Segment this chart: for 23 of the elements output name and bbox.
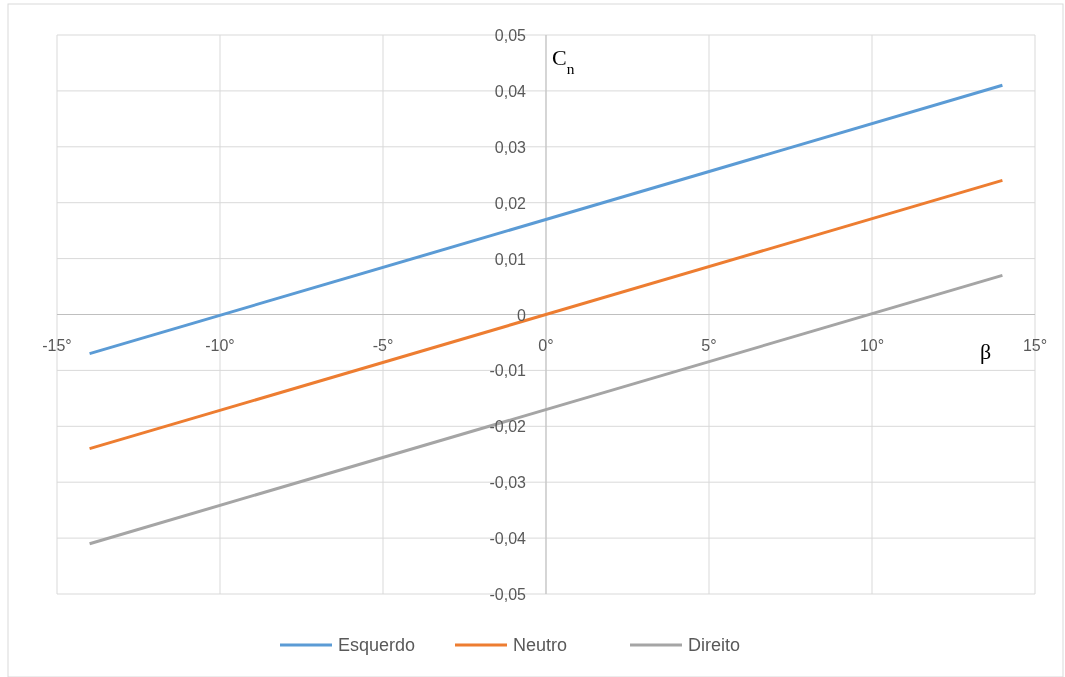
y-tick-label: 0,02 [494, 194, 527, 212]
y-tick-label: -0,04 [489, 530, 527, 548]
x-tick-label: 15° [1022, 336, 1048, 354]
legend-label: Direito [688, 635, 741, 655]
x-tick-label: -10° [205, 336, 235, 354]
y-tick-label: 0,05 [494, 27, 527, 44]
y-axis-title: C$_{n}$ [552, 45, 575, 77]
y-tick-label: -0,01 [489, 362, 527, 380]
x-tick-label: -15° [42, 336, 72, 354]
y-tick-label: 0,01 [494, 250, 527, 268]
x-tick-label: 5° [701, 336, 717, 354]
x-tick-label: -5° [372, 336, 394, 354]
y-tick-label: -0,03 [489, 474, 527, 492]
x-tick-label: 10° [859, 336, 885, 354]
legend-label: Neutro [513, 635, 568, 655]
y-tick-label: -0,05 [489, 586, 527, 603]
y-tick-label: -0,02 [489, 418, 527, 436]
x-tick-label: 0° [538, 336, 554, 354]
legend-label: Esquerdo [338, 635, 416, 655]
y-tick-label: 0,03 [494, 138, 527, 156]
y-tick-label: 0 [517, 306, 527, 324]
y-tick-label: 0,04 [494, 82, 527, 100]
x-axis-title: β [980, 338, 992, 364]
